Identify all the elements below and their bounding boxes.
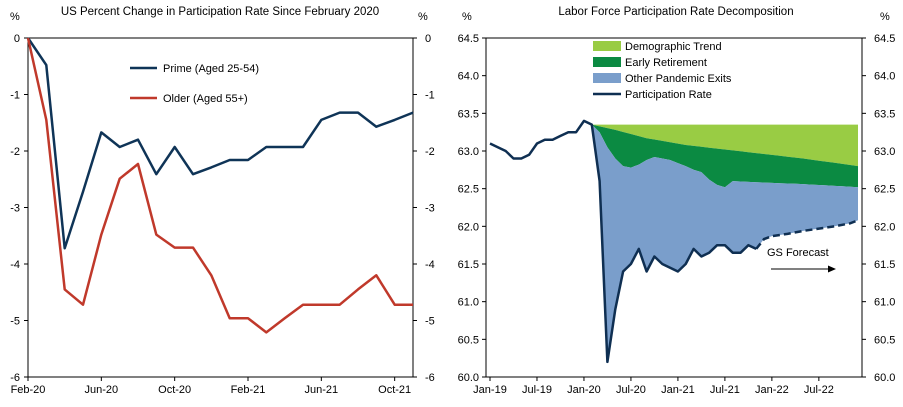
chart2-legend-swatch xyxy=(593,73,621,83)
chart2-left-tick-label: 60.0 xyxy=(458,372,479,384)
chart2-right-unit: % xyxy=(880,11,890,23)
chart1-series-line-0 xyxy=(26,37,414,250)
chart2-x-tick-label: Jul-22 xyxy=(804,384,834,396)
chart2-right-tick-label: 61.5 xyxy=(874,259,895,271)
chart2-legend-swatch xyxy=(593,57,621,67)
chart1-x-tick-label: Jun-20 xyxy=(85,384,119,396)
chart2-right-tick-label: 60.0 xyxy=(874,372,895,384)
chart1-right-tick-label: -5 xyxy=(425,316,435,328)
chart2-forecast-arrow-head xyxy=(828,265,836,273)
chart1-title: US Percent Change in Participation Rate … xyxy=(61,6,379,18)
chart2-left-tick-label: 63.5 xyxy=(458,108,479,120)
chart1-legend-label: Prime (Aged 25-54) xyxy=(163,63,259,75)
chart2-right-tick-label: 64.5 xyxy=(874,33,895,45)
chart1-x-tick-label: Oct-21 xyxy=(378,384,411,396)
chart2-left-tick-label: 62.0 xyxy=(458,221,479,233)
chart1-left-tick-label: 0 xyxy=(14,33,20,45)
chart2-right-tick-label: 60.5 xyxy=(874,334,895,346)
chart2-x-tick-label: Jan-19 xyxy=(473,384,507,396)
chart2-area-early-retirement xyxy=(591,124,858,188)
chart1-left-tick-label: -2 xyxy=(10,146,20,158)
chart2-legend-label: Other Pandemic Exits xyxy=(625,73,732,85)
chart2-x-tick-label: Jul-19 xyxy=(522,384,552,396)
chart2-x-tick-label: Jan-22 xyxy=(755,384,789,396)
chart1-x-tick-label: Jun-21 xyxy=(305,384,339,396)
chart1-left-tick-label: -6 xyxy=(10,372,20,384)
chart2-right-tick-label: 64.0 xyxy=(874,71,895,83)
chart2-area-demographic-trend xyxy=(591,124,858,167)
chart2-left-tick-label: 64.5 xyxy=(458,33,479,45)
chart1-left-tick-label: -1 xyxy=(10,90,20,102)
chart2-right-tick-label: 62.5 xyxy=(874,184,895,196)
chart2-plot-frame xyxy=(485,37,863,378)
chart2-x-tick-label: Jul-21 xyxy=(710,384,740,396)
chart1-left-unit: % xyxy=(10,11,20,23)
chart2-left-tick-label: 62.5 xyxy=(458,184,479,196)
chart2-right-tick-label: 63.0 xyxy=(874,146,895,158)
chart2-left-tick-label: 61.5 xyxy=(458,259,479,271)
chart2-forecast-line xyxy=(755,219,859,250)
chart1-x-tick-label: Feb-20 xyxy=(11,384,46,396)
chart1-legend-label: Older (Aged 55+) xyxy=(163,93,248,105)
chart2-title: Labor Force Participation Rate Decomposi… xyxy=(558,6,793,18)
chart1-left-tick-label: -3 xyxy=(10,203,20,215)
chart2-right-tick-label: 62.0 xyxy=(874,221,895,233)
chart1-right-tick-label: -2 xyxy=(425,146,435,158)
chart1-right-tick-label: 0 xyxy=(425,33,431,45)
chart1-plot-frame xyxy=(27,37,414,378)
chart1-left-tick-label: -4 xyxy=(10,259,20,271)
chart2-right-tick-label: 61.0 xyxy=(874,297,895,309)
chart2-left-unit: % xyxy=(462,11,472,23)
chart2-left-tick-label: 64.0 xyxy=(458,71,479,83)
chart2-left-tick-label: 60.5 xyxy=(458,334,479,346)
chart1-right-tick-label: -1 xyxy=(425,90,435,102)
chart2-left-tick-label: 61.0 xyxy=(458,297,479,309)
chart1-x-tick-label: Oct-20 xyxy=(158,384,191,396)
chart2-area-other-pandemic-exits xyxy=(591,124,858,362)
chart2-legend-label: Early Retirement xyxy=(625,57,707,69)
chart2-legend-label: Demographic Trend xyxy=(625,41,722,53)
chart2-x-tick-label: Jul-20 xyxy=(616,384,646,396)
chart2-participation-rate-line xyxy=(489,119,757,364)
chart1-right-tick-label: -6 xyxy=(425,372,435,384)
chart2-forecast-annotation: GS Forecast xyxy=(767,247,829,259)
chart1-right-unit: % xyxy=(418,11,428,23)
chart2-x-tick-label: Jan-20 xyxy=(567,384,601,396)
chart2-left-tick-label: 63.0 xyxy=(458,146,479,158)
chart1-right-tick-label: -3 xyxy=(425,203,435,215)
chart1-left-tick-label: -5 xyxy=(10,316,20,328)
chart2-x-tick-label: Jan-21 xyxy=(661,384,695,396)
chart1-x-tick-label: Feb-21 xyxy=(231,384,266,396)
chart1-right-tick-label: -4 xyxy=(425,259,435,271)
chart2-legend-swatch xyxy=(593,41,621,51)
chart2-legend-label: Participation Rate xyxy=(625,89,712,101)
chart2-right-tick-label: 63.5 xyxy=(874,108,895,120)
chart1-series-line-1 xyxy=(26,37,413,334)
